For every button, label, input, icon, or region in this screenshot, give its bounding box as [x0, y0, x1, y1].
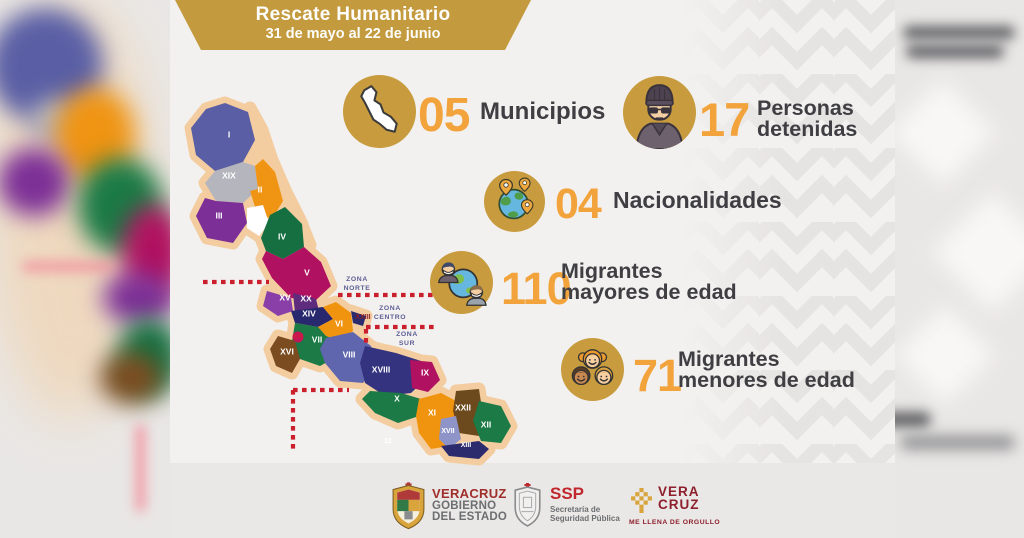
- stat-label-detenidas: Personas detenidas: [757, 98, 857, 139]
- stat-label-line: Personas: [757, 96, 854, 120]
- stat-label-line: Migrantes: [561, 259, 663, 283]
- bg-blur-dashline-vert: [136, 424, 145, 512]
- globe-migrants-icon: [430, 251, 493, 314]
- region-numeral: XI: [428, 407, 436, 417]
- detained-person-icon: [623, 76, 696, 149]
- veracruz-brand-logo: VERA CRUZ: [658, 484, 700, 512]
- region-numeral: XIX: [222, 170, 236, 180]
- bg-blur-text: [906, 45, 1004, 58]
- stat-label-menores: Migrantes menores de edad: [678, 349, 855, 390]
- region-numeral: VII: [312, 334, 322, 344]
- stat-value-menores: 71: [633, 350, 682, 401]
- region-numeral: VI: [335, 318, 343, 328]
- region-numeral: III: [215, 210, 222, 220]
- region-numeral: V: [304, 267, 310, 277]
- zone-label-norte: NORTE: [344, 285, 371, 292]
- bg-blur-brown: [100, 352, 162, 404]
- ssp-subtitle: Seguridad Pública: [550, 514, 620, 523]
- zone-label-sur: ZONA: [396, 331, 418, 338]
- brand-line: VERA: [658, 484, 700, 499]
- region-numeral: I: [228, 129, 230, 139]
- coastline-buffer: [191, 103, 511, 459]
- stat-value-municipios: 05: [418, 89, 470, 142]
- region-numeral: XXII: [455, 402, 471, 412]
- gobierno-estado-logo: VERACRUZ GOBIERNO DEL ESTADO: [432, 486, 508, 523]
- stat-label-line: menores de edad: [678, 367, 855, 392]
- stat-label-line: Nacionalidades: [613, 187, 782, 213]
- region-numeral: XIV: [302, 308, 316, 318]
- stat-label-line: Migrantes: [678, 347, 780, 371]
- region-numeral: IX: [421, 367, 429, 377]
- brand-tagline-text: ME LLENA DE: [629, 519, 683, 526]
- coast-label: 12: [384, 438, 392, 445]
- ssp-logo: SSP Secretaría de Seguridad Pública: [550, 484, 620, 523]
- region-numeral: X: [394, 393, 400, 403]
- gobierno-line: DEL ESTADO: [432, 510, 508, 523]
- veracruz-zones-map: ZONA NORTE ZONA CENTRO ZONA SUR I XIX II…: [175, 95, 525, 475]
- region-numeral: XVIII: [372, 364, 390, 374]
- region-numeral: II: [258, 184, 263, 194]
- veracruz-state-icon: [343, 75, 416, 148]
- stat-label-line: detenidas: [757, 116, 858, 141]
- ssp-subtitle: Secretaría de: [550, 505, 601, 514]
- stat-value-detenidas: 17: [699, 93, 750, 146]
- bg-blur-diamond: [895, 305, 995, 405]
- gobierno-line: GOBIERNO: [432, 500, 497, 512]
- zone-dividers: [203, 279, 434, 449]
- stat-label-nacionalidades: Nacionalidades: [613, 187, 782, 213]
- globe-pins-icon: [484, 171, 545, 232]
- region-numeral: IV: [278, 231, 286, 241]
- bg-blur-text: [900, 436, 1015, 449]
- zone-label-sur: SUR: [399, 340, 415, 347]
- region-numeral: VIII: [343, 349, 356, 359]
- bg-blur-dashline: [22, 262, 114, 271]
- veracruz-coat-of-arms: [392, 482, 425, 530]
- header-banner: Rescate Humanitario 31 de mayo al 22 de …: [175, 0, 531, 50]
- banner-title: Rescate Humanitario: [255, 4, 451, 25]
- region-numeral: XII: [481, 419, 491, 429]
- veracruz-brand-greca-icon: [631, 488, 652, 513]
- stat-value-nacionalidades: 04: [555, 180, 602, 228]
- region-numeral: XIII: [461, 442, 472, 449]
- zone-label-centro: ZONA: [379, 305, 401, 312]
- children-icon: [561, 338, 624, 401]
- greca-watermark: [685, 0, 895, 463]
- bg-blur-diamond: [889, 79, 996, 186]
- zone-label-norte: ZONA: [346, 276, 368, 283]
- bg-blur-text: [903, 26, 1015, 39]
- region-numeral: XVI: [280, 346, 294, 356]
- region-numeral: XX: [300, 293, 312, 303]
- bg-blur-purple2: [103, 272, 175, 324]
- region-numeral: XXI: [293, 334, 304, 341]
- stat-label-line: Municipios: [480, 98, 606, 125]
- gobierno-name: VERACRUZ: [432, 486, 507, 501]
- stat-value-mayores: 110: [501, 263, 572, 314]
- brand-tagline-bold: ORGULLO: [682, 519, 721, 526]
- brand-tagline: ME LLENA DE ORGULLO: [629, 519, 720, 526]
- region-numeral: XVII: [441, 428, 454, 435]
- region-numeral: XXIII: [355, 314, 370, 321]
- ssp-acronym: SSP: [550, 484, 585, 503]
- banner-subtitle: 31 de mayo al 22 de junio: [265, 26, 441, 42]
- stat-label-mayores: Migrantes mayores de edad: [561, 261, 737, 302]
- ssp-shield-icon: [514, 483, 541, 527]
- bg-blur-purple: [0, 148, 70, 216]
- stat-label-municipios: Municipios: [480, 98, 606, 125]
- stat-label-line: mayores de edad: [561, 279, 737, 304]
- zone-label-centro: CENTRO: [374, 314, 406, 321]
- brand-line: CRUZ: [658, 496, 700, 512]
- region-numeral: XV: [279, 292, 291, 302]
- bg-blur-diamond: [932, 192, 1024, 313]
